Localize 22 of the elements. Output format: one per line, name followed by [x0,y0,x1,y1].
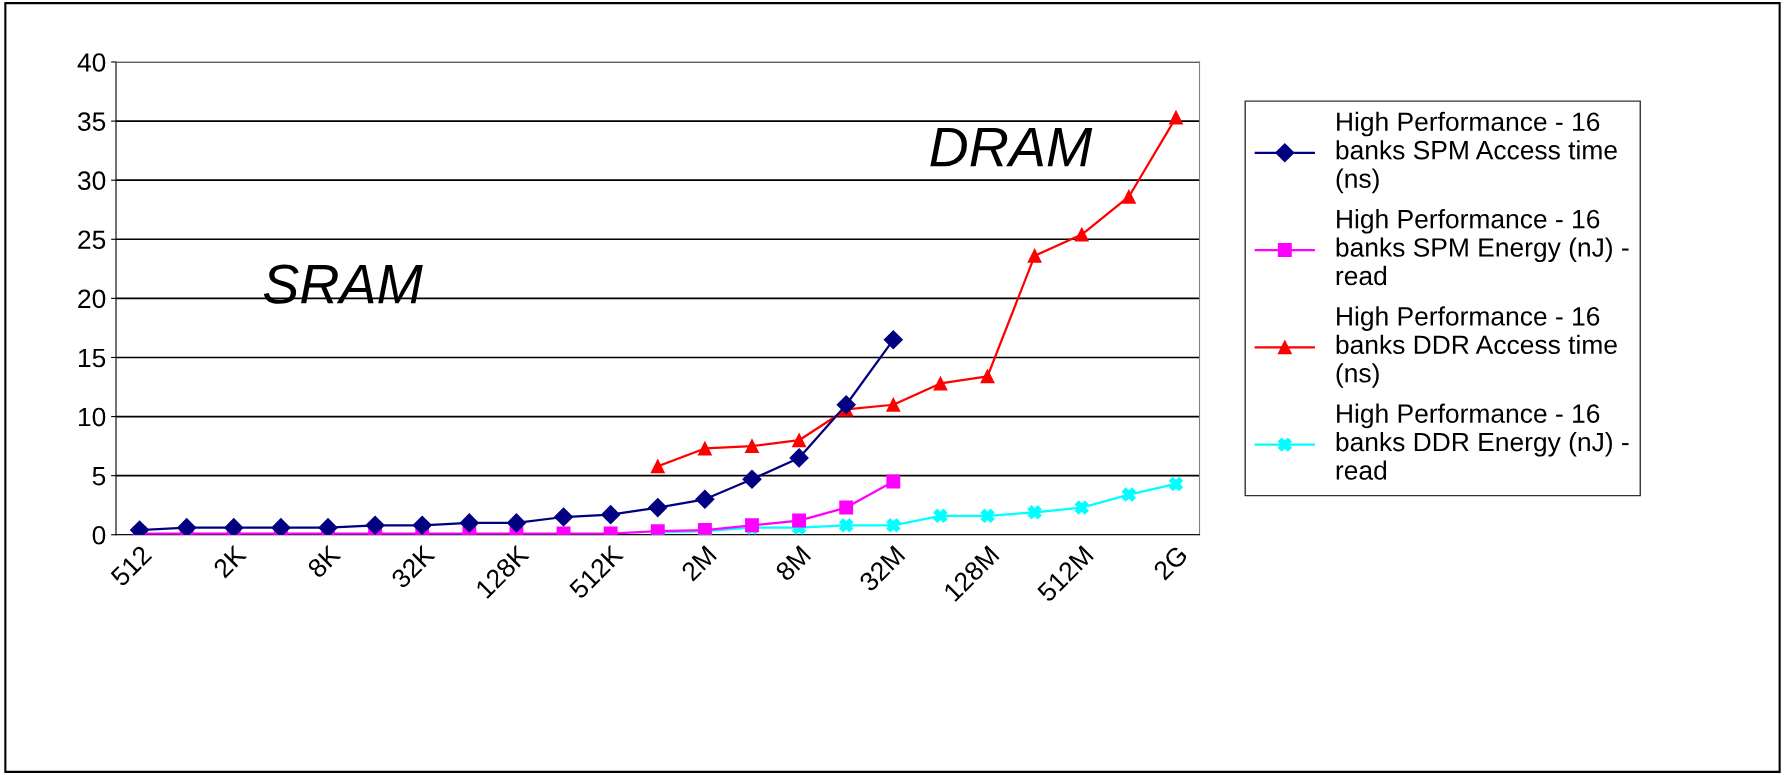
y-tick-label: 25 [78,230,106,250]
y-tick-label: 0 [92,525,106,545]
x-tick-label: 8M [774,545,812,582]
y-tick-label: 30 [77,171,106,191]
x-tick-label: 8K [306,543,342,579]
legend-label: High Performance - 16 banks SPM Access time (ns) [1336,111,1617,194]
legend-label: High Performance - 16 banks DDR Access time (ns) [1336,306,1617,388]
x-tick-label: 2G [1152,544,1189,581]
x-tick-label: 2K [212,543,248,579]
y-tick-label: 15 [78,348,106,368]
y-tick-label: 5 [92,467,106,486]
annotation: DRAM [930,127,1093,167]
x-tick-label: 512 [109,544,153,588]
legend-label: High Performance - 16 banks DDR Energy (nJ) - read [1336,403,1629,480]
annotation: SRAM [263,264,423,304]
x-tick-label: 32K [390,543,436,590]
x-tick-label: 2M [680,545,717,582]
y-tick-label: 20 [78,289,106,309]
y-tick-label: 40 [77,53,106,72]
y-tick-label: 10 [78,407,106,427]
legend-label: High Performance - 16 banks SPM Energy (nJ) - read [1336,209,1629,286]
y-tick-label: 35 [77,112,106,131]
